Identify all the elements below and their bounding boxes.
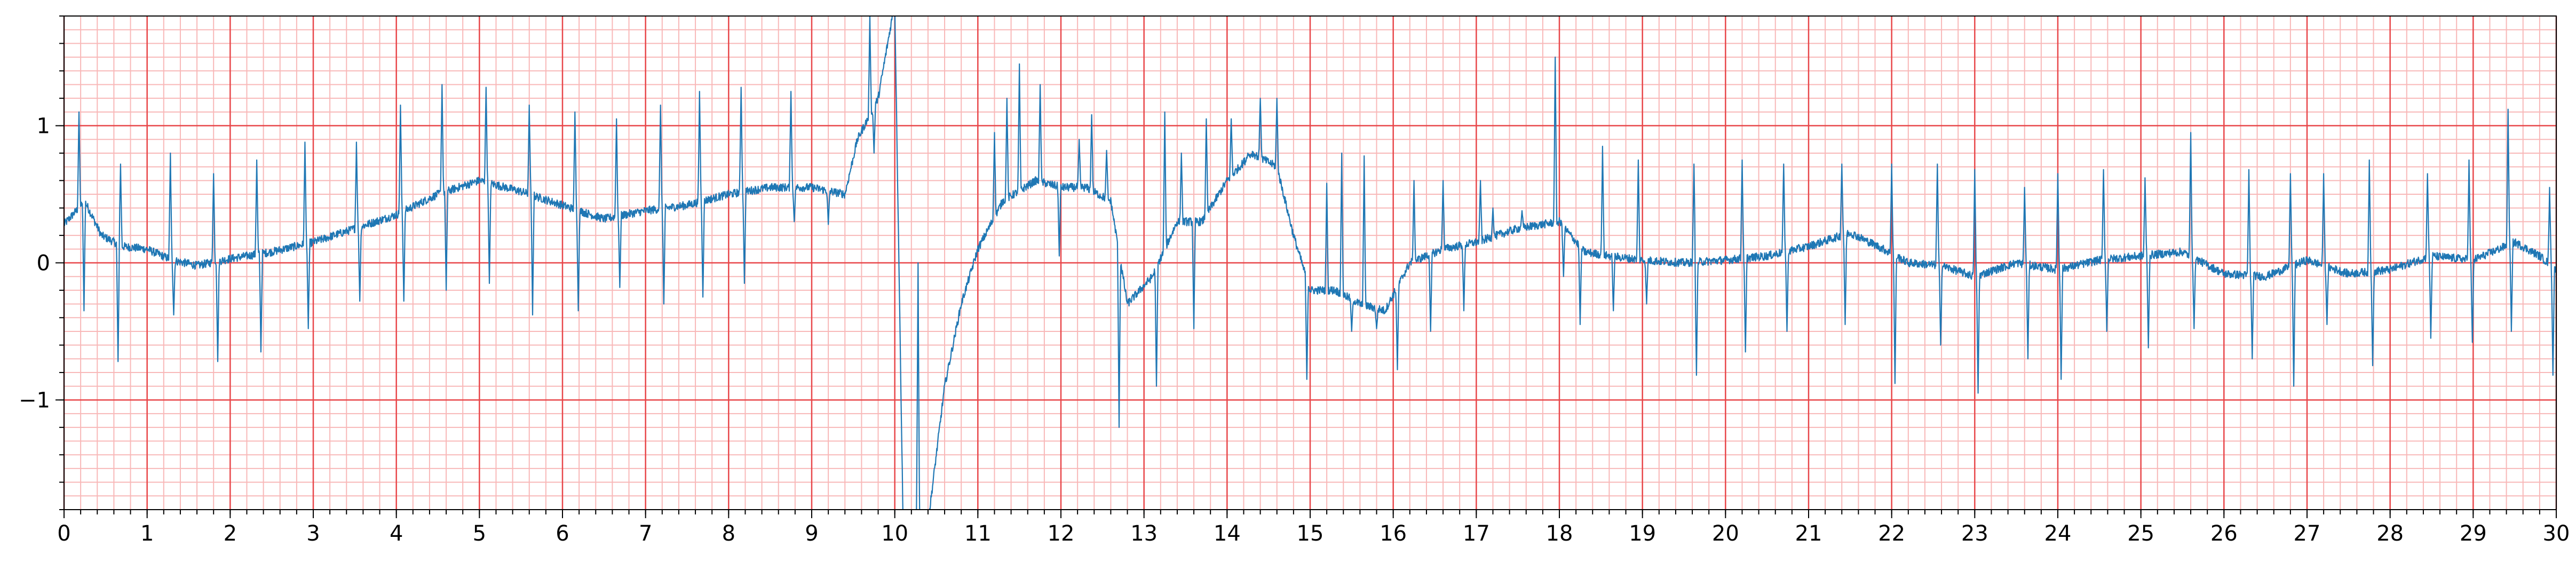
x-tick-label: 4: [390, 521, 403, 546]
x-tick-label: 15: [1297, 521, 1324, 546]
x-tick-label: 5: [473, 521, 486, 546]
x-tick-label: 24: [2044, 521, 2072, 546]
x-tick-label: 14: [1214, 521, 1241, 546]
x-tick-label: 17: [1463, 521, 1490, 546]
y-axis: −1 0 1: [19, 15, 64, 510]
x-tick-label: 13: [1130, 521, 1158, 546]
x-tick-label: 6: [556, 521, 569, 546]
x-tick-label: 18: [1546, 521, 1573, 546]
x-tick-label: 21: [1795, 521, 1822, 546]
y-tick-label: −1: [19, 388, 50, 413]
x-tick-label: 11: [964, 521, 992, 546]
x-tick-label: 0: [57, 521, 70, 546]
y-tick-label: 0: [37, 251, 50, 276]
y-tick-label: 1: [37, 114, 50, 139]
x-tick-label: 10: [881, 521, 908, 546]
x-tick-label: 20: [1712, 521, 1739, 546]
x-axis: 0 1 2 3 4 5 6 7 8 9 10 11 12 13 14 15 16 17 18 19 20 21 22 23 24…: [57, 510, 2570, 546]
major-grid: [63, 16, 2557, 510]
x-tick-label: 26: [2210, 521, 2238, 546]
series-line: [64, 16, 2556, 510]
x-tick-label: 27: [2294, 521, 2321, 546]
x-tick-label: 2: [224, 521, 237, 546]
x-tick-label: 1: [140, 521, 154, 546]
x-tick-label: 3: [306, 521, 320, 546]
x-tick-label: 16: [1380, 521, 1407, 546]
x-tick-label: 22: [1878, 521, 1905, 546]
x-tick-label: 28: [2376, 521, 2404, 546]
series-layer: [64, 16, 2556, 510]
x-tick-label: 12: [1048, 521, 1075, 546]
x-tick-label: 19: [1629, 521, 1656, 546]
x-tick-label: 9: [805, 521, 818, 546]
x-tick-label: 30: [2543, 521, 2570, 546]
x-tick-label: 23: [1961, 521, 1988, 546]
x-tick-label: 7: [639, 521, 652, 546]
x-tick-label: 8: [722, 521, 735, 546]
x-tick-label: 25: [2127, 521, 2154, 546]
x-tick-label: 29: [2460, 521, 2487, 546]
